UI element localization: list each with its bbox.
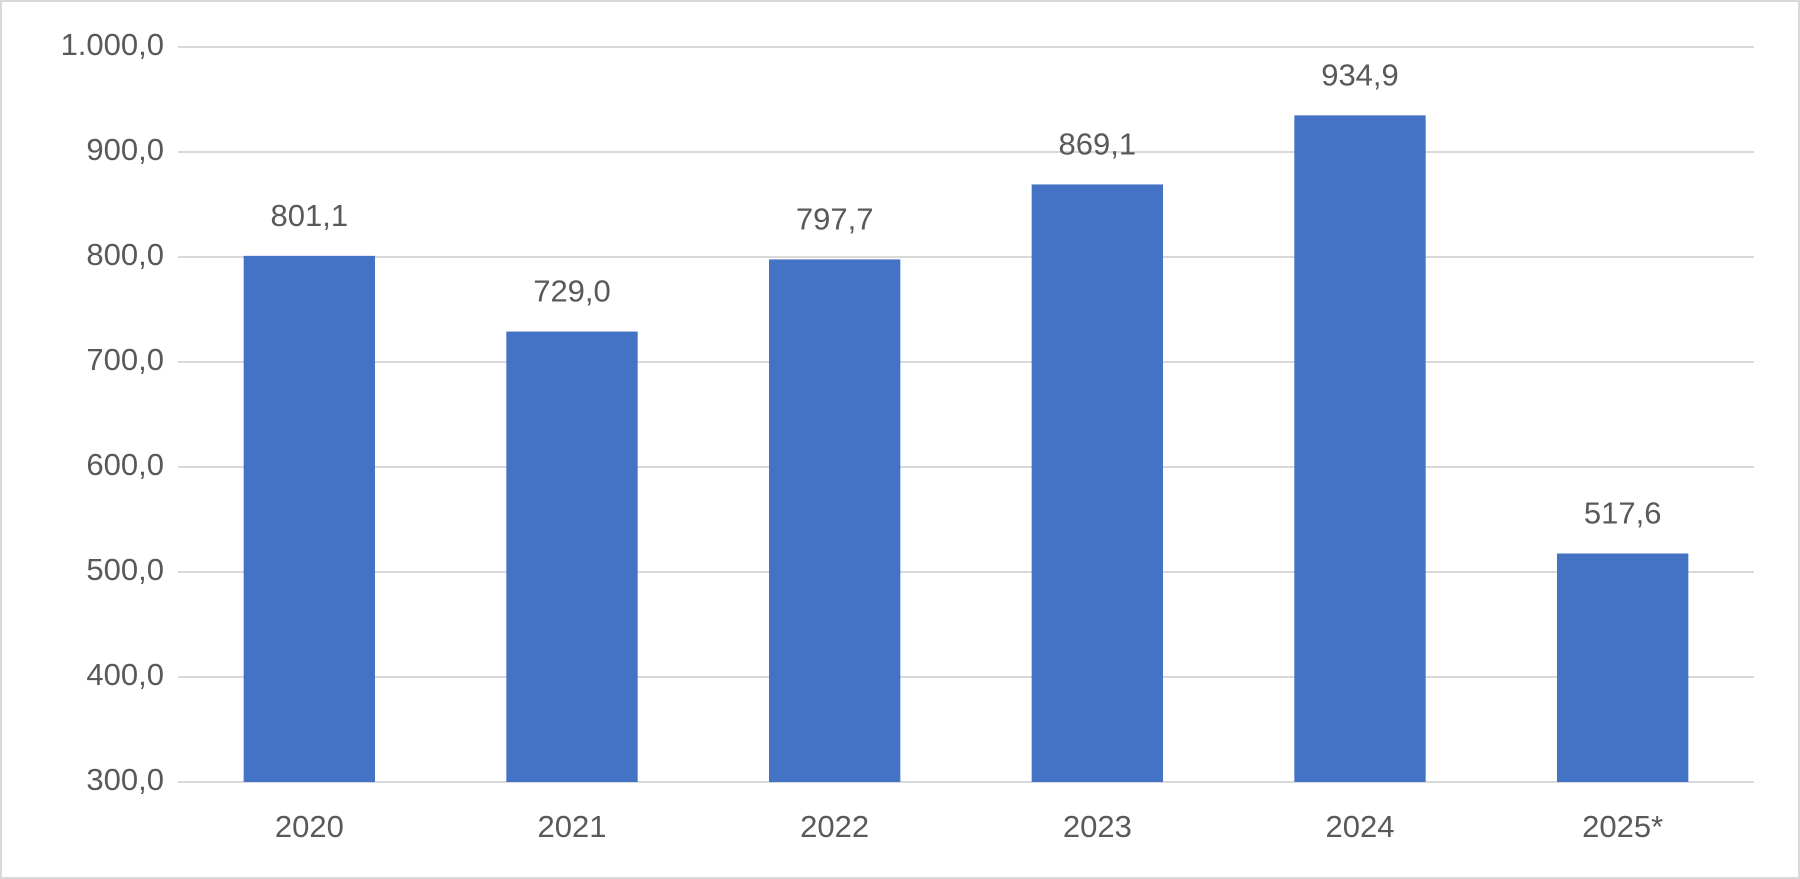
value-label: 797,7 (796, 202, 874, 237)
y-tick-label: 500,0 (86, 552, 164, 587)
y-tick-label: 700,0 (86, 342, 164, 377)
x-tick-label: 2024 (1326, 809, 1395, 844)
bar (769, 259, 901, 782)
value-label: 869,1 (1059, 127, 1137, 162)
x-tick-label: 2022 (800, 809, 869, 844)
value-label: 729,0 (533, 274, 611, 309)
value-label: 801,1 (271, 198, 349, 233)
x-tick-label: 2023 (1063, 809, 1132, 844)
x-tick-label: 2021 (538, 809, 607, 844)
y-tick-label: 400,0 (86, 657, 164, 692)
y-tick-label: 900,0 (86, 132, 164, 167)
y-tick-label: 300,0 (86, 762, 164, 797)
bar (1294, 115, 1426, 783)
bar (243, 255, 375, 783)
y-tick-label: 800,0 (86, 237, 164, 272)
bar (506, 331, 638, 782)
bar (1557, 553, 1689, 782)
x-tick-label: 2020 (275, 809, 344, 844)
y-tick-label: 1.000,0 (61, 27, 164, 62)
value-label: 517,6 (1584, 496, 1662, 531)
x-tick-label: 2025* (1582, 809, 1663, 844)
y-tick-label: 600,0 (86, 447, 164, 482)
value-label: 934,9 (1321, 58, 1399, 93)
bar (1031, 184, 1163, 782)
